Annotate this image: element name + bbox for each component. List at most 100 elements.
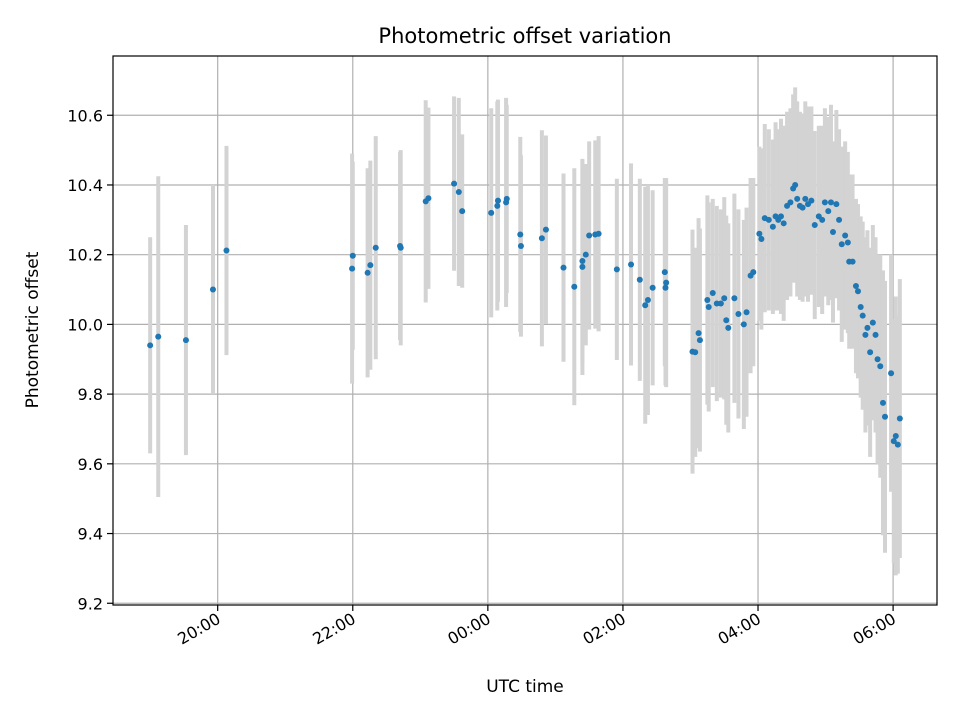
data-point — [829, 229, 836, 236]
data-point — [867, 349, 874, 356]
data-point — [842, 232, 849, 239]
data-point — [743, 309, 750, 316]
data-point — [821, 199, 828, 206]
data-point — [740, 321, 747, 328]
data-point — [881, 413, 888, 420]
axis-ticks: 20:00 22:00 00:00 02:00 04:00 06:00 9.2 9.4 9.6 9… — [67, 106, 899, 648]
data-point — [488, 209, 495, 216]
data-point — [799, 204, 806, 211]
y-tick-label: 10.6 — [67, 106, 103, 125]
data-point — [844, 239, 851, 246]
data-point — [794, 195, 801, 202]
data-point — [879, 399, 886, 406]
data-point — [517, 242, 524, 249]
data-point — [663, 279, 670, 286]
data-point — [869, 319, 876, 326]
x-tick-label: 00:00 — [444, 609, 493, 649]
data-point — [894, 441, 901, 448]
y-tick-label: 10.0 — [67, 315, 103, 334]
data-point — [849, 258, 856, 265]
data-point — [642, 302, 649, 309]
data-point — [723, 317, 730, 324]
data-point — [872, 331, 879, 338]
data-point — [787, 199, 794, 206]
data-point — [731, 295, 738, 302]
data-point — [721, 295, 728, 302]
data-point — [582, 251, 589, 258]
data-point — [892, 432, 899, 439]
data-point — [709, 290, 716, 297]
data-point — [725, 324, 732, 331]
plot-frame — [112, 55, 938, 606]
data-point — [349, 252, 356, 259]
data-point — [758, 236, 765, 242]
x-tick-label: 02:00 — [580, 609, 629, 649]
y-tick-label: 9.8 — [78, 385, 103, 404]
data-point — [811, 222, 818, 229]
data-point — [662, 284, 669, 291]
x-tick-label: 06:00 — [850, 609, 899, 649]
data-point — [854, 288, 861, 295]
data-point — [649, 284, 656, 291]
data-point — [756, 230, 763, 237]
data-point — [864, 324, 871, 331]
data-point — [705, 303, 712, 310]
data-point — [223, 247, 230, 254]
data-point — [397, 244, 404, 251]
errorbars — [148, 87, 902, 576]
data-point — [852, 283, 859, 290]
x-tick-label: 04:00 — [715, 609, 764, 649]
data-point — [838, 241, 845, 248]
data-point — [857, 303, 864, 310]
data-point — [147, 342, 154, 349]
data-point — [777, 213, 784, 220]
data-point — [819, 216, 826, 223]
data-point — [209, 286, 216, 293]
data-point — [661, 269, 668, 276]
data-point — [628, 261, 635, 268]
data-point — [696, 337, 703, 344]
data-point — [349, 265, 356, 272]
data-point — [613, 266, 620, 273]
data-point — [560, 264, 567, 271]
data-point — [182, 337, 189, 344]
data-point — [833, 201, 840, 208]
x-tick-label: 20:00 — [174, 609, 223, 649]
data-point — [579, 257, 586, 264]
data-point — [692, 349, 699, 356]
y-tick-label: 10.2 — [67, 246, 103, 265]
data-point — [455, 188, 462, 195]
data-points — [147, 180, 903, 448]
data-point — [644, 297, 651, 303]
data-point — [704, 297, 711, 303]
data-point — [888, 370, 895, 377]
data-point — [595, 230, 602, 237]
data-point — [364, 269, 371, 276]
data-point — [827, 199, 834, 206]
data-point — [769, 223, 776, 230]
data-point — [503, 195, 510, 202]
y-axis-label: Photometric offset — [23, 251, 43, 408]
x-tick-label: 22:00 — [309, 609, 358, 649]
data-point — [542, 226, 549, 233]
y-tick-label: 9.2 — [78, 594, 103, 613]
data-point — [780, 220, 787, 227]
data-point — [802, 195, 809, 202]
data-point — [494, 197, 501, 204]
data-point — [367, 262, 374, 269]
data-point — [451, 180, 458, 187]
data-point — [890, 438, 897, 445]
data-point — [372, 244, 379, 251]
data-point — [459, 208, 466, 215]
data-point — [586, 232, 593, 239]
data-point — [792, 181, 799, 188]
data-point — [517, 231, 524, 238]
data-point — [425, 195, 432, 202]
data-point — [579, 263, 586, 270]
data-point — [874, 356, 881, 363]
y-tick-label: 9.4 — [78, 525, 103, 544]
data-point — [765, 216, 772, 223]
data-point — [695, 330, 702, 337]
data-point — [862, 331, 869, 338]
